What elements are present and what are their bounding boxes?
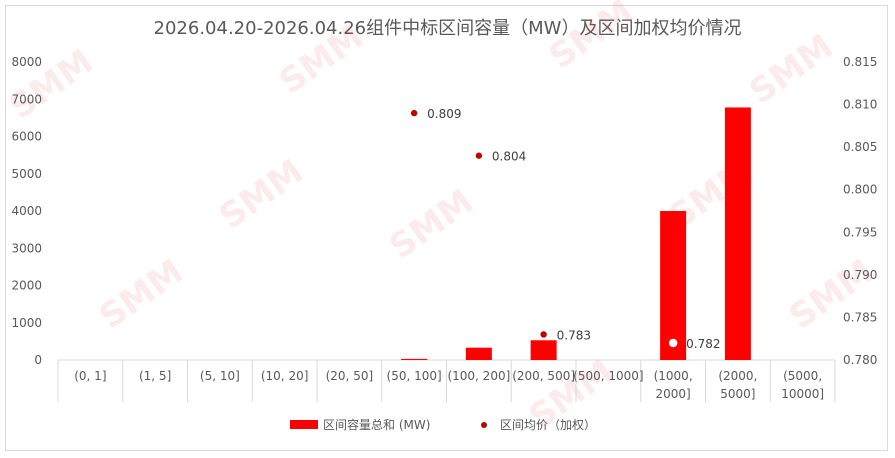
x-tick-label: (100, 200] (447, 369, 510, 383)
price-point (410, 109, 418, 117)
bar (465, 347, 492, 360)
bar (724, 107, 751, 360)
y-left-tick-label: 7000 (11, 92, 42, 106)
x-tick-label: (1000, (654, 369, 693, 383)
y-right-tick-label: 0.790 (843, 268, 877, 282)
y-right-tick-label: 0.810 (843, 98, 877, 112)
x-tick-label: (1, 5] (139, 369, 171, 383)
y-left-tick-label: 3000 (11, 241, 42, 255)
price-point (668, 338, 678, 348)
y-right-tick-label: 0.805 (843, 140, 877, 154)
watermark-logo: SMM (782, 252, 880, 338)
x-tick-label: (20, 50] (326, 369, 374, 383)
y-left-tick-label: 2000 (11, 279, 42, 293)
watermark-logo: SMM (542, 0, 640, 77)
legend-point-swatch (481, 422, 487, 428)
y-right-tick-label: 0.795 (843, 225, 877, 239)
watermark-logo: SMM (742, 27, 840, 113)
y-left-tick-label: 0 (34, 353, 42, 367)
x-tick-label: (5, 10] (200, 369, 240, 383)
bar (401, 358, 428, 360)
y-left-tick-label: 4000 (11, 204, 42, 218)
watermark-logo: SMM (92, 252, 190, 338)
chart-title: 2026.04.20-2026.04.26组件中标区间容量（MW）及区间加权均价… (153, 18, 742, 39)
y-left-tick-label: 6000 (11, 130, 42, 144)
x-tick-label: (0, 1] (74, 369, 106, 383)
watermark-logo: SMM (382, 182, 480, 268)
x-tick-label: (200, 500] (512, 369, 575, 383)
watermark-logo: SMM (212, 152, 310, 238)
watermark-logo: SMM (272, 17, 370, 103)
x-tick-label: 10000] (781, 387, 824, 401)
y-left-tick-label: 8000 (11, 55, 42, 69)
x-tick-label: (50, 100] (387, 369, 442, 383)
price-data-label: 0.804 (492, 150, 526, 164)
x-tick-label: 5000] (720, 387, 755, 401)
y-left-tick-label: 5000 (11, 167, 42, 181)
price-data-label: 0.809 (427, 107, 461, 121)
y-right-tick-label: 0.800 (843, 183, 877, 197)
legend-point-label: 区间均价（加权） (500, 418, 596, 432)
x-tick-label: (500, 1000] (573, 369, 643, 383)
x-tick-label: (10, 20] (261, 369, 309, 383)
legend-bar-label: 区间容量总和 (MW) (323, 417, 430, 432)
x-tick-label: (2000, (718, 369, 757, 383)
price-point (540, 331, 547, 338)
price-data-label: 0.783 (557, 328, 591, 342)
x-tick-label: 2000] (656, 387, 691, 401)
bar (530, 340, 557, 360)
price-point (475, 152, 483, 159)
y-left-tick-label: 1000 (11, 316, 42, 330)
legend-bar-swatch (290, 420, 318, 429)
y-right-tick-label: 0.815 (843, 55, 877, 69)
bar (660, 211, 687, 360)
price-data-label: 0.782 (686, 337, 720, 351)
y-right-tick-label: 0.785 (843, 310, 877, 324)
x-tick-label: (5000, (783, 369, 822, 383)
y-right-tick-label: 0.780 (843, 353, 877, 367)
